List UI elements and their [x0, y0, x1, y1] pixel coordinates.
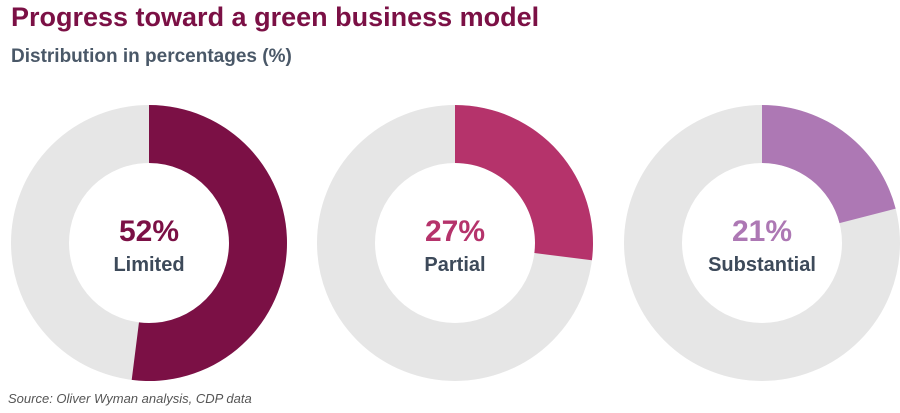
category-label: Substantial [708, 254, 816, 276]
value-label: 52% [119, 215, 179, 248]
value-label: 27% [425, 215, 485, 248]
chart-subtitle: Distribution in percentages (%) [11, 46, 292, 67]
donut-segment-limited [131, 105, 287, 381]
value-label: 21% [732, 215, 792, 248]
category-label: Partial [424, 254, 485, 276]
source-note: Source: Oliver Wyman analysis, CDP data [8, 391, 252, 406]
chart-title: Progress toward a green business model [11, 2, 540, 32]
category-label: Limited [113, 254, 184, 276]
donut-segment-partial [455, 105, 593, 261]
donut-segment-substantial [762, 105, 896, 224]
